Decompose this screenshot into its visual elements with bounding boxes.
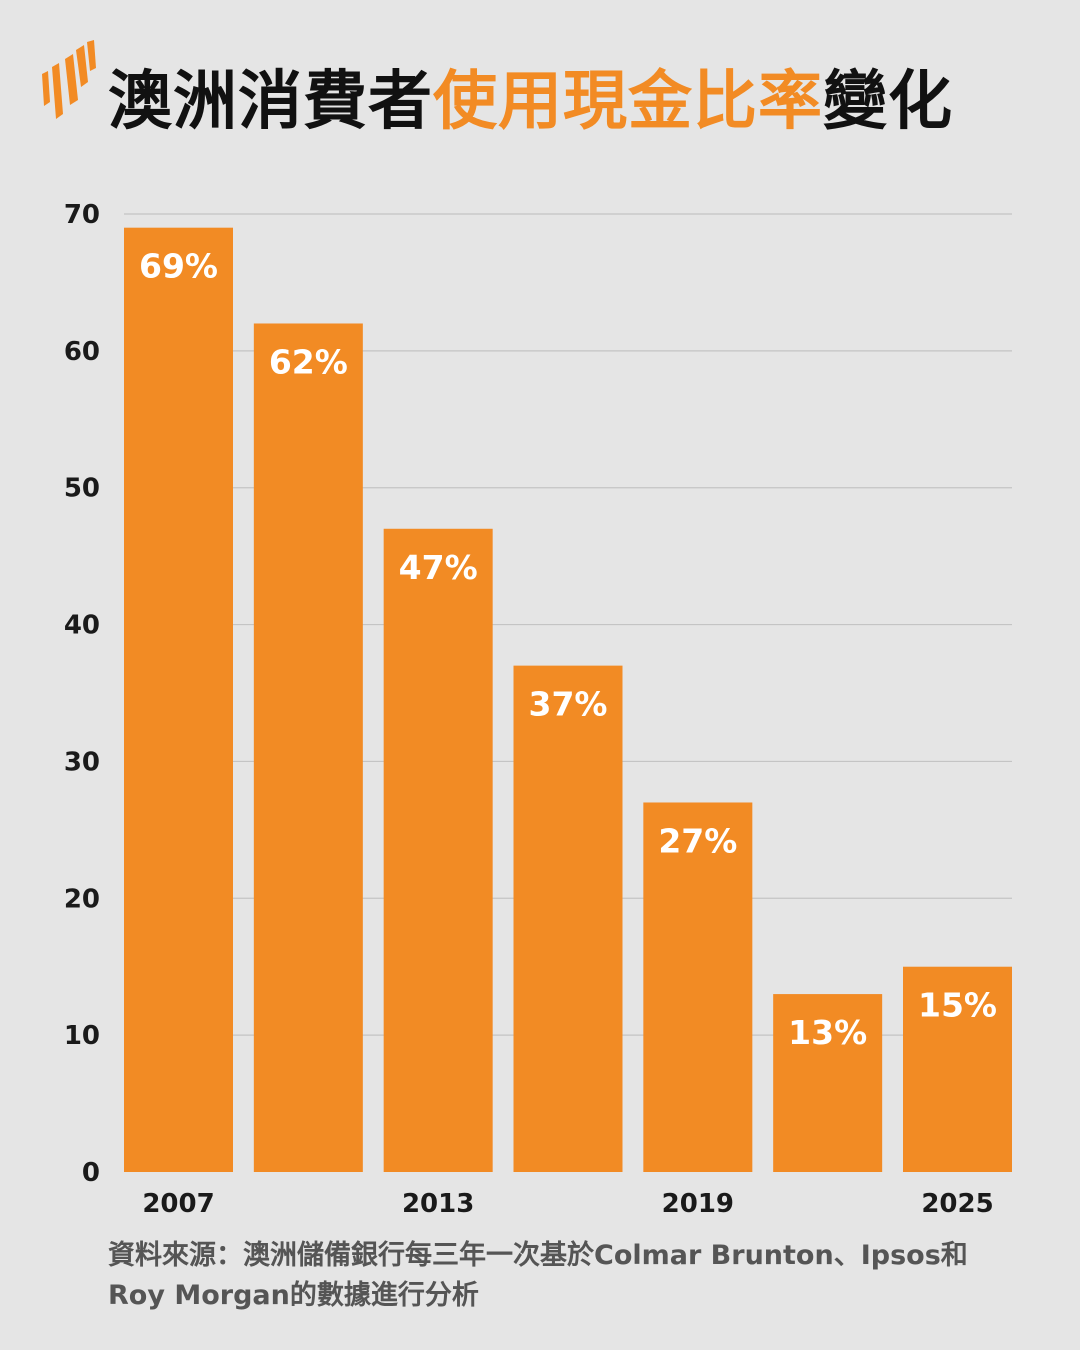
sbs-logo-icon bbox=[42, 40, 96, 119]
bar-chart: 0 10 20 30 40 50 60 70 69% 62% 47% 37% 27% 13% 15% 20… bbox=[64, 200, 1012, 1219]
bar bbox=[513, 665, 623, 1172]
bar-value-label: 47% bbox=[399, 548, 478, 587]
bar bbox=[253, 323, 363, 1172]
y-tick-label: 0 bbox=[82, 1158, 100, 1188]
y-tick-label: 30 bbox=[64, 747, 100, 777]
source-note: 資料來源：澳洲儲備銀行每三年一次基於Colmar Brunton、Ipsos和 … bbox=[108, 1236, 1008, 1316]
y-axis-ticks: 0 10 20 30 40 50 60 70 bbox=[64, 200, 100, 1188]
bar-value-label: 37% bbox=[529, 685, 608, 724]
x-tick-label: 2013 bbox=[402, 1189, 474, 1219]
bars bbox=[124, 227, 1012, 1172]
x-tick-label: 2025 bbox=[921, 1189, 993, 1219]
page-title: 澳洲消費者使用現金比率變化 bbox=[108, 62, 953, 142]
x-tick-label: 2007 bbox=[142, 1189, 214, 1219]
bar bbox=[383, 528, 493, 1172]
x-axis-ticks: 2007 2013 2019 2025 bbox=[142, 1189, 993, 1219]
y-tick-label: 60 bbox=[64, 337, 100, 367]
source-line-1: 資料來源：澳洲儲備銀行每三年一次基於Colmar Brunton、Ipsos和 bbox=[108, 1240, 968, 1271]
title-part-3: 變化 bbox=[823, 65, 953, 139]
x-tick-label: 2019 bbox=[662, 1189, 734, 1219]
y-tick-label: 20 bbox=[64, 884, 100, 914]
source-line-2: Roy Morgan的數據進行分析 bbox=[108, 1280, 479, 1311]
y-tick-label: 70 bbox=[64, 200, 100, 230]
bar-value-labels: 69% 62% 47% 37% 27% 13% 15% bbox=[139, 247, 997, 1052]
bar-value-label: 69% bbox=[139, 247, 218, 286]
bar-value-label: 15% bbox=[918, 986, 997, 1025]
bar bbox=[124, 227, 233, 1172]
y-tick-label: 40 bbox=[64, 611, 100, 641]
bar-value-label: 13% bbox=[788, 1013, 867, 1052]
bar bbox=[643, 802, 753, 1172]
bar-value-label: 27% bbox=[658, 821, 737, 860]
bar-value-label: 62% bbox=[269, 342, 348, 381]
title-part-2-highlight: 使用現金比率 bbox=[433, 65, 823, 139]
bar bbox=[903, 966, 1012, 1172]
y-tick-label: 50 bbox=[64, 474, 100, 504]
y-tick-label: 10 bbox=[64, 1021, 100, 1051]
title-part-1: 澳洲消費者 bbox=[108, 65, 433, 139]
bar bbox=[773, 994, 883, 1172]
